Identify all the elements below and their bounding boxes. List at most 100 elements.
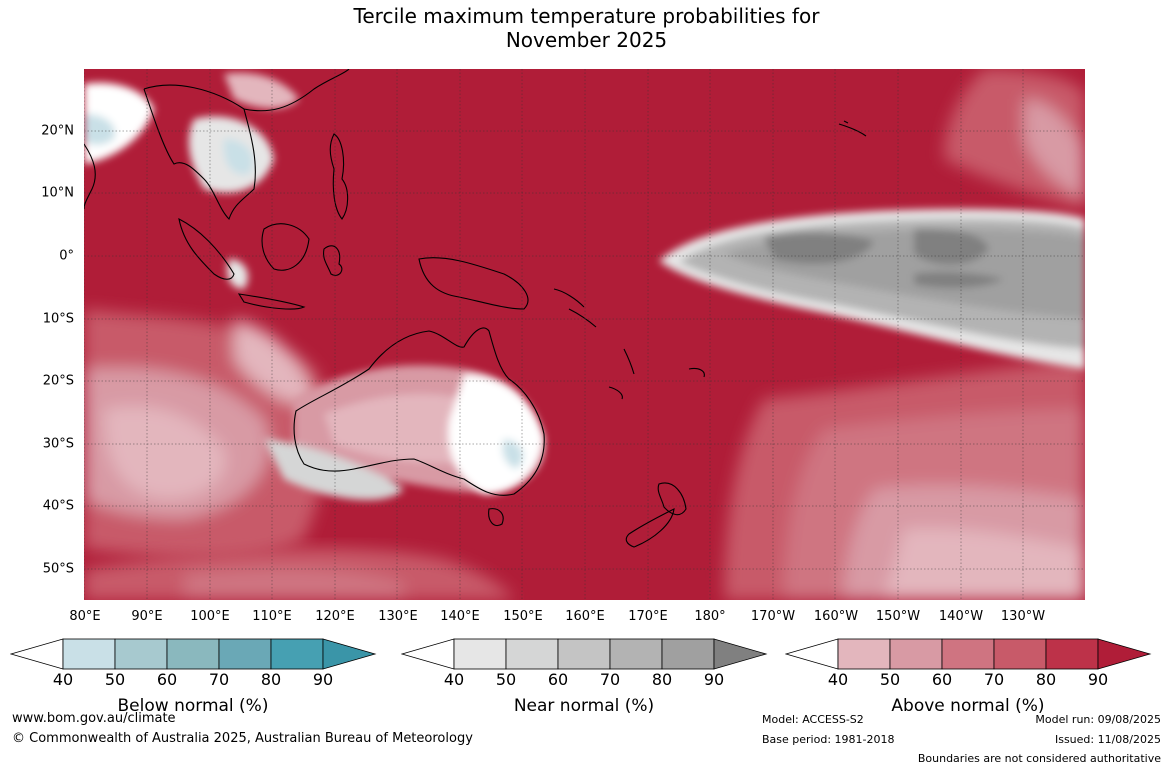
lon-label-110e: 110°E [252, 609, 292, 624]
colorbar-segment-low [785, 638, 839, 670]
tasmania-coastline [488, 508, 504, 527]
sumatra-coastline [178, 218, 235, 280]
colorbar-segment [609, 638, 663, 670]
colorbar-segment [505, 638, 559, 670]
above-normal-southern [84, 548, 514, 600]
probability-map [84, 69, 1085, 600]
lon-label-90e: 90°E [131, 609, 163, 624]
colorbar-segment [557, 638, 611, 670]
cb-near-tick-60: 60 [547, 670, 569, 689]
base-period: Base period: 1981-2018 [762, 733, 895, 746]
cb-below-tick-70: 70 [208, 670, 230, 689]
australia-coastline [293, 327, 545, 496]
cb-below-tick-60: 60 [156, 670, 178, 689]
colorbar-near-normal [401, 638, 768, 670]
lat-label-20n: 20°N [41, 123, 74, 139]
lon-label-150e: 150°E [503, 609, 543, 624]
lon-label-80e: 80°E [69, 609, 101, 624]
new-zealand-south-coastline [625, 508, 675, 548]
solomon-islands-coastline [553, 288, 597, 328]
cb-above-tick-80: 80 [1035, 670, 1057, 689]
lon-label-160e: 160°E [565, 609, 605, 624]
lon-label-120e: 120°E [315, 609, 355, 624]
colorbar-segment-low [10, 638, 64, 670]
colorbar-segment [62, 638, 116, 670]
lon-label-160w: 160°W [813, 609, 859, 624]
lon-label-130w: 130°W [1000, 609, 1046, 624]
map-title-line-1: Tercile maximum temperature probabilitie… [353, 4, 820, 28]
new-zealand-north-coastline [657, 482, 687, 516]
colorbar-label-near-normal: Near normal (%) [513, 696, 655, 716]
colorbar-segment [661, 638, 715, 670]
cb-above-tick-90: 90 [1087, 670, 1109, 689]
india-coastline [84, 143, 96, 210]
near-normal-tongue [659, 209, 1085, 369]
colorbar-label-above-normal: Above normal (%) [891, 696, 1045, 716]
cb-below-tick-90: 90 [312, 670, 334, 689]
colorbar-segment [218, 638, 272, 670]
graticule [84, 69, 1085, 600]
cb-near-tick-70: 70 [599, 670, 621, 689]
model-run-date: Model run: 09/08/2025 [1035, 713, 1161, 726]
indochina-coastline [143, 69, 350, 221]
lat-label-50s: 50°S [42, 561, 74, 577]
lat-label-0: 0° [59, 248, 74, 264]
colorbar-segment-high [322, 638, 377, 670]
colorbar-segment [114, 638, 168, 670]
lat-label-30s: 30°S [42, 436, 74, 452]
lon-label-170w: 170°W [750, 609, 796, 624]
colorbar-below-normal [10, 638, 377, 670]
coastlines [84, 69, 867, 548]
colorbar-segment-high [713, 638, 768, 670]
cb-near-tick-50: 50 [495, 670, 517, 689]
vanuatu-fiji-coastline [608, 348, 705, 400]
cb-above-tick-40: 40 [827, 670, 849, 689]
cb-above-tick-60: 60 [931, 670, 953, 689]
lat-label-10n: 10°N [41, 185, 74, 201]
model-name: Model: ACCESS-S2 [762, 713, 864, 726]
cb-below-tick-80: 80 [260, 670, 282, 689]
lon-label-140e: 140°E [440, 609, 480, 624]
colorbar-segment [270, 638, 324, 670]
cb-near-tick-40: 40 [443, 670, 465, 689]
lon-label-170e: 170°E [628, 609, 668, 624]
cb-below-tick-50: 50 [104, 670, 126, 689]
map-title-line-2: November 2025 [505, 28, 668, 52]
colorbar-segment [1045, 638, 1099, 670]
colorbar-segment-high [1097, 638, 1152, 670]
cb-above-tick-70: 70 [983, 670, 1005, 689]
colorbar-segment [941, 638, 995, 670]
lon-label-130e: 130°E [378, 609, 418, 624]
lat-label-40s: 40°S [42, 498, 74, 514]
cb-near-tick-80: 80 [651, 670, 673, 689]
cb-below-tick-40: 40 [52, 670, 74, 689]
cb-near-tick-90: 90 [703, 670, 725, 689]
colorbar-segment [993, 638, 1047, 670]
colorbar-segment-low [401, 638, 455, 670]
copyright-notice: © Commonwealth of Australia 2025, Austra… [12, 731, 473, 746]
above-normal-moderate-sw [84, 309, 330, 559]
sulawesi-coastline [323, 245, 343, 276]
map-title: Tercile maximum temperature probabilitie… [0, 4, 1173, 52]
australia-near-normal [447, 374, 544, 494]
new-guinea-coastline [418, 257, 529, 310]
java-coastline [237, 293, 306, 310]
cb-above-tick-50: 50 [879, 670, 901, 689]
above-normal-moderate-se [724, 69, 1085, 600]
colorbar-segment [889, 638, 943, 670]
lat-label-20s: 20°S [42, 373, 74, 389]
colorbar-label-below-normal: Below normal (%) [117, 696, 269, 716]
colorbar-segment [453, 638, 507, 670]
colorbar-segment [166, 638, 220, 670]
lon-label-180: 180° [694, 609, 726, 624]
lon-label-150w: 150°W [875, 609, 921, 624]
southeast-asia-patches [84, 72, 299, 289]
hawaii-coastline [838, 120, 867, 137]
colorbar-segment [837, 638, 891, 670]
borneo-coastline [261, 223, 310, 271]
philippines-coastline [329, 133, 349, 220]
website-link[interactable]: www.bom.gov.au/climate [12, 711, 176, 726]
boundaries-disclaimer: Boundaries are not considered authoritat… [917, 752, 1161, 765]
issued-date: Issued: 11/08/2025 [1054, 733, 1161, 746]
lat-label-10s: 10°S [42, 311, 74, 327]
